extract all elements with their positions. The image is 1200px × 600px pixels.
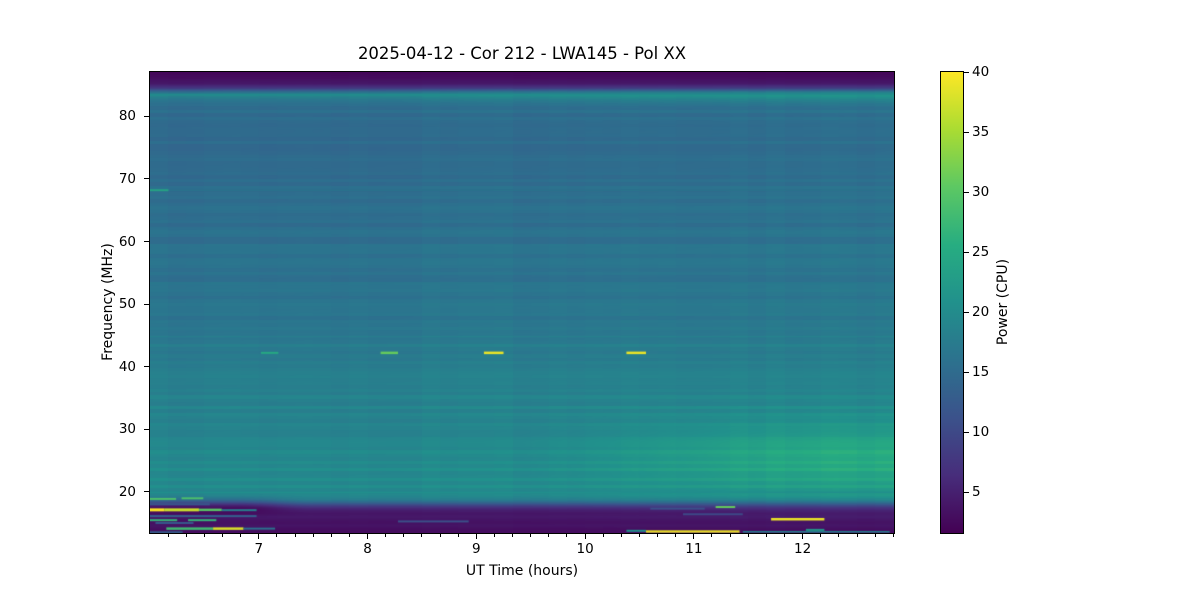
x-minor-tick bbox=[548, 534, 550, 537]
x-minor-tick bbox=[185, 534, 187, 537]
x-tick bbox=[258, 534, 260, 539]
y-tick bbox=[144, 366, 149, 368]
x-tick-label: 10 bbox=[576, 541, 594, 557]
x-minor-tick bbox=[638, 534, 640, 537]
y-tick bbox=[144, 428, 149, 430]
plot-title: 2025-04-12 - Cor 212 - LWA145 - Pol XX bbox=[357, 44, 687, 63]
x-minor-tick bbox=[312, 534, 314, 537]
x-minor-tick bbox=[385, 534, 387, 537]
x-tick bbox=[584, 534, 586, 539]
x-minor-tick bbox=[421, 534, 423, 537]
colorbar-tick bbox=[964, 491, 969, 493]
x-tick-label: 9 bbox=[472, 541, 481, 557]
x-tick bbox=[367, 534, 369, 539]
x-minor-tick bbox=[240, 534, 242, 537]
colorbar-tick-label: 10 bbox=[972, 424, 990, 441]
x-minor-tick bbox=[856, 534, 858, 537]
colorbar-tick bbox=[964, 311, 969, 313]
colorbar-tick bbox=[964, 71, 969, 73]
x-tick-label: 11 bbox=[685, 541, 703, 557]
x-minor-tick bbox=[765, 534, 767, 537]
x-minor-tick bbox=[493, 534, 495, 537]
x-minor-tick bbox=[892, 534, 894, 537]
x-tick bbox=[475, 534, 477, 539]
spectrogram-canvas bbox=[150, 72, 894, 533]
x-tick bbox=[693, 534, 695, 539]
x-minor-tick bbox=[784, 534, 785, 537]
x-minor-tick bbox=[747, 534, 749, 537]
x-minor-tick bbox=[675, 534, 677, 537]
x-minor-tick bbox=[403, 534, 405, 537]
x-tick-label: 8 bbox=[363, 541, 372, 557]
colorbar bbox=[940, 71, 964, 534]
x-minor-tick bbox=[530, 534, 532, 537]
x-minor-tick bbox=[512, 534, 514, 537]
y-tick-label: 80 bbox=[118, 108, 136, 125]
colorbar-label: Power (CPU) bbox=[995, 258, 1011, 346]
x-minor-tick bbox=[348, 534, 350, 537]
colorbar-tick-label: 20 bbox=[972, 304, 990, 321]
colorbar-tick bbox=[964, 371, 969, 373]
y-axis-label: Frequency (MHz) bbox=[100, 243, 116, 361]
y-tick bbox=[144, 241, 149, 242]
x-tick-label: 7 bbox=[254, 541, 264, 557]
colorbar-tick-label: 5 bbox=[972, 484, 981, 501]
colorbar-tick bbox=[964, 131, 969, 133]
x-minor-tick bbox=[294, 534, 296, 537]
x-minor-tick bbox=[657, 534, 659, 537]
colorbar-tick-label: 35 bbox=[972, 124, 990, 141]
y-tick-label: 30 bbox=[118, 421, 136, 438]
x-tick bbox=[802, 534, 804, 539]
x-minor-tick bbox=[874, 534, 876, 537]
colorbar-tick-label: 15 bbox=[972, 364, 990, 381]
x-minor-tick bbox=[602, 534, 604, 537]
x-minor-tick bbox=[330, 534, 332, 537]
y-tick-label: 20 bbox=[118, 483, 136, 500]
colorbar-tick bbox=[964, 251, 969, 253]
y-tick bbox=[144, 491, 149, 493]
x-axis-label: UT Time (hours) bbox=[465, 563, 579, 579]
colorbar-tick-label: 40 bbox=[972, 64, 990, 80]
colorbar-tick-label: 30 bbox=[972, 184, 990, 201]
x-minor-tick bbox=[711, 534, 713, 537]
plot-area bbox=[149, 71, 895, 534]
y-tick-label: 60 bbox=[118, 233, 136, 250]
x-minor-tick bbox=[820, 534, 822, 537]
x-minor-tick bbox=[203, 534, 205, 537]
colorbar-tick-label: 25 bbox=[972, 244, 990, 261]
y-tick bbox=[144, 115, 149, 117]
colorbar-gradient bbox=[941, 72, 963, 533]
x-tick-label: 12 bbox=[794, 541, 812, 557]
x-minor-tick bbox=[222, 534, 223, 537]
x-minor-tick bbox=[457, 534, 459, 537]
y-tick-label: 70 bbox=[118, 170, 136, 187]
x-minor-tick bbox=[729, 534, 731, 537]
x-minor-tick bbox=[167, 534, 169, 537]
x-minor-tick bbox=[620, 534, 622, 537]
colorbar-tick bbox=[964, 191, 969, 193]
x-minor-tick bbox=[566, 534, 568, 537]
x-minor-tick bbox=[838, 534, 840, 537]
x-minor-tick bbox=[439, 534, 441, 537]
y-tick-label: 40 bbox=[118, 358, 136, 375]
y-tick bbox=[144, 303, 149, 305]
y-tick-label: 50 bbox=[118, 296, 136, 313]
y-tick bbox=[144, 178, 149, 180]
x-minor-tick bbox=[276, 534, 278, 537]
colorbar-tick bbox=[964, 431, 969, 433]
